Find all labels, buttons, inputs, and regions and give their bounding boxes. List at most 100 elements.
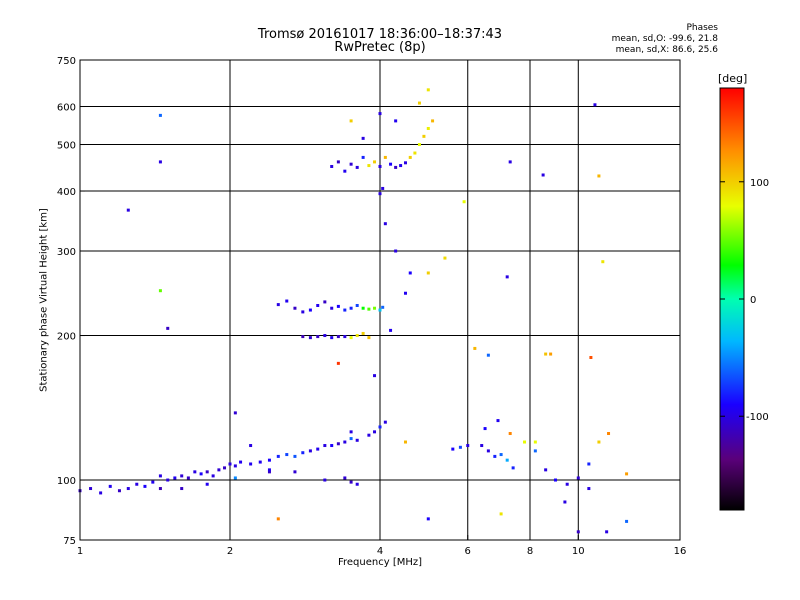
echo-point — [378, 308, 382, 312]
y-tick-label: 200 — [57, 332, 76, 343]
echo-point — [173, 476, 177, 480]
echo-point — [426, 517, 430, 521]
phase-stats-o: mean, sd,O: -99.6, 21.8 — [611, 34, 718, 44]
echo-point — [349, 437, 353, 441]
echo-point — [293, 454, 297, 458]
echo-point — [383, 155, 387, 159]
echo-point — [323, 300, 327, 304]
echo-point — [373, 374, 377, 378]
echo-point — [151, 480, 155, 484]
echo-point — [258, 460, 262, 464]
x-tick-label: 16 — [674, 546, 687, 557]
colorbar-unit-label: [deg] — [718, 72, 748, 85]
echo-point — [431, 119, 435, 123]
echo-point — [349, 306, 353, 310]
echo-point — [486, 449, 490, 453]
echo-point — [336, 160, 340, 164]
echo-point — [336, 304, 340, 308]
echo-point — [223, 466, 227, 470]
echo-point — [505, 458, 509, 462]
echo-point — [330, 336, 334, 340]
echo-point — [576, 530, 580, 534]
echo-point — [607, 432, 611, 436]
echo-point — [378, 164, 382, 168]
y-tick-label: 750 — [57, 56, 76, 67]
echo-point — [233, 476, 237, 480]
echo-point — [394, 119, 398, 123]
echo-point — [349, 480, 353, 484]
echo-point — [508, 432, 512, 436]
echo-point — [394, 249, 398, 253]
echo-point — [426, 126, 430, 130]
echo-point — [158, 474, 162, 478]
echo-point — [458, 445, 462, 449]
echo-point — [349, 336, 353, 340]
x-tick-label: 6 — [465, 546, 471, 557]
echo-point — [589, 355, 593, 359]
echo-point — [523, 440, 527, 444]
echo-point — [343, 169, 347, 173]
echo-point — [493, 454, 497, 458]
echo-point — [625, 519, 629, 523]
echo-point — [239, 460, 243, 464]
echo-point — [508, 160, 512, 164]
echo-point — [323, 444, 327, 448]
echo-point — [417, 101, 421, 105]
echo-point — [330, 306, 334, 310]
echo-point — [301, 335, 305, 339]
y-tick-label: 600 — [57, 103, 76, 114]
echo-point — [378, 425, 382, 429]
echo-point — [323, 334, 327, 338]
echo-point — [378, 112, 382, 116]
colorbar-ticks: 100 0 -100 — [720, 178, 769, 423]
echo-point — [605, 530, 609, 534]
echo-point — [267, 468, 271, 472]
echo-point — [625, 472, 629, 476]
echo-point — [597, 440, 601, 444]
echo-point — [361, 306, 365, 310]
x-axis-label: Frequency [MHz] — [337, 557, 423, 568]
echo-point — [511, 466, 515, 470]
echo-point — [403, 161, 407, 165]
echo-point — [285, 453, 289, 457]
echo-point — [367, 307, 371, 311]
echo-point — [367, 164, 371, 168]
echo-point — [308, 336, 312, 340]
echo-point — [186, 476, 190, 480]
echo-point — [349, 430, 353, 434]
echo-point — [99, 491, 103, 495]
echo-point — [544, 468, 548, 472]
x-tick-label: 1 — [77, 546, 83, 557]
echo-point — [381, 305, 385, 309]
echo-point — [199, 472, 203, 476]
x-tick-label: 4 — [377, 546, 383, 557]
colorbar-tick-label: 100 — [750, 178, 769, 189]
echo-point — [158, 487, 162, 491]
echo-point — [343, 476, 347, 480]
echo-point — [276, 517, 280, 521]
echo-point — [355, 334, 359, 338]
y-tick-label: 100 — [57, 476, 76, 487]
echo-point — [336, 335, 340, 339]
echo-point — [316, 335, 320, 339]
echo-point — [499, 453, 503, 457]
echo-point — [389, 162, 393, 166]
echo-point — [330, 164, 334, 168]
x-tick-label: 2 — [227, 546, 233, 557]
echo-point — [249, 444, 253, 448]
echo-point — [308, 449, 312, 453]
echo-point — [205, 470, 209, 474]
echo-point — [355, 482, 359, 486]
echo-point — [389, 328, 393, 332]
grid-lines — [80, 60, 680, 540]
phase-stats-x: mean, sd,X: 86.6, 25.6 — [615, 45, 718, 55]
echo-point — [408, 271, 412, 275]
chart-subtitle: RwPretec (8p) — [334, 40, 426, 55]
echo-point — [533, 440, 537, 444]
echo-point — [343, 440, 347, 444]
echo-point — [361, 136, 365, 140]
echo-point — [158, 160, 162, 164]
echo-point — [597, 174, 601, 178]
echo-point — [217, 468, 221, 472]
